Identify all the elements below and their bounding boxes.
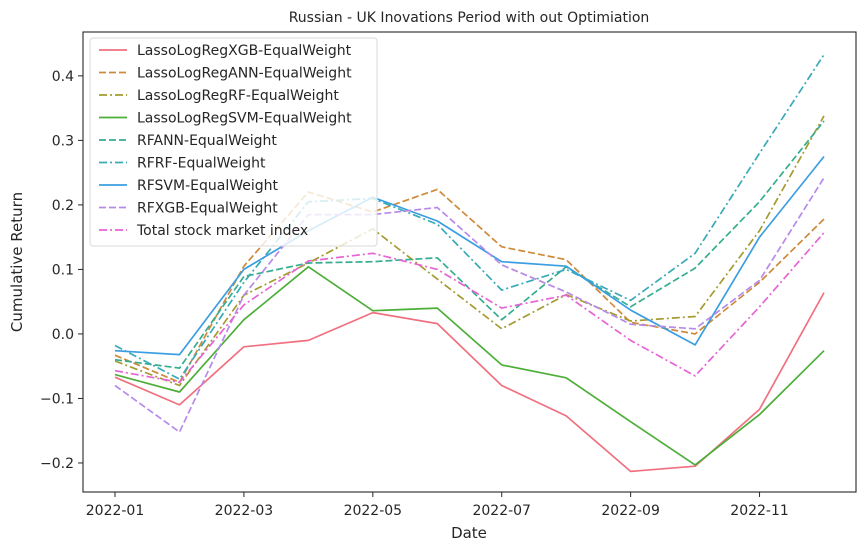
plot-area-frame bbox=[82, 31, 857, 493]
y-tick-label-2: −0.1 bbox=[40, 391, 74, 407]
series-layer bbox=[114, 54, 825, 473]
y-tick-label-3: 0.0 bbox=[52, 327, 74, 343]
legend-label-3: LassoLogRegRF-EqualWeight bbox=[137, 88, 339, 104]
chart-title: Russian - UK Inovations Period with out … bbox=[289, 10, 650, 26]
series-line-3 bbox=[114, 115, 825, 387]
series-line-4 bbox=[114, 265, 825, 466]
y-tick-label-1: −0.2 bbox=[40, 456, 74, 472]
legend: LassoLogRegXGB-EqualWeight LassoLogRegANN… bbox=[89, 37, 378, 247]
series-line-5 bbox=[114, 120, 825, 369]
series-line-7 bbox=[114, 155, 825, 356]
series-line-9 bbox=[114, 232, 825, 384]
y-axis-label: Cumulative Return bbox=[8, 192, 26, 332]
x-tick-label-4: 2022-07 bbox=[472, 503, 531, 519]
series-line-6 bbox=[114, 54, 825, 380]
legend-label-8: RFXGB-EqualWeight bbox=[137, 201, 278, 217]
y-axis: −0.2 −0.1 0.0 0.1 0.2 0.3 0.4 bbox=[40, 69, 83, 472]
legend-label-6: RFRF-EqualWeight bbox=[137, 156, 266, 172]
x-tick-label-3: 2022-05 bbox=[344, 503, 403, 519]
x-tick-label-1: 2022-01 bbox=[86, 503, 145, 519]
series-line-2 bbox=[114, 188, 825, 384]
y-tick-label-5: 0.2 bbox=[52, 198, 74, 214]
legend-label-7: RFSVM-EqualWeight bbox=[137, 178, 278, 194]
y-tick-label-7: 0.4 bbox=[52, 69, 74, 85]
legend-label-2: LassoLogRegANN-EqualWeight bbox=[137, 66, 352, 82]
legend-label-9: Total stock market index bbox=[136, 223, 308, 239]
x-tick-label-2: 2022-03 bbox=[215, 503, 274, 519]
x-axis: 2022-01 2022-03 2022-05 2022-07 2022-09 2022-… bbox=[86, 492, 789, 519]
x-tick-label-5: 2022-09 bbox=[601, 503, 660, 519]
y-tick-label-4: 0.1 bbox=[52, 262, 74, 278]
legend-box bbox=[89, 37, 378, 247]
legend-label-1: LassoLogRegXGB-EqualWeight bbox=[137, 43, 352, 59]
legend-label-4: LassoLogRegSVM-EqualWeight bbox=[137, 111, 352, 127]
y-tick-label-6: 0.3 bbox=[52, 133, 74, 149]
legend-label-5: RFANN-EqualWeight bbox=[137, 133, 277, 149]
x-axis-label: Date bbox=[451, 524, 487, 542]
x-tick-label-6: 2022-11 bbox=[730, 503, 789, 519]
